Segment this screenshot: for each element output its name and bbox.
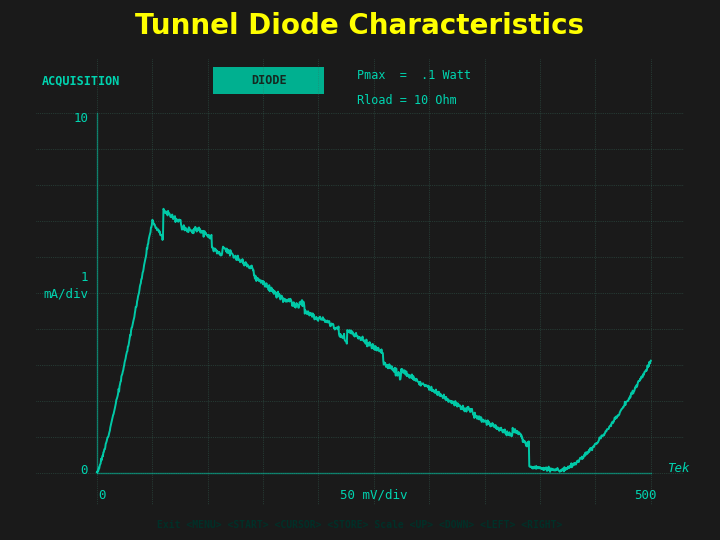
Text: Exit <MENU> <START> <CURSOR> <STORE> Scale <UP> <DOWN> <LEFT> <RIGHT>: Exit <MENU> <START> <CURSOR> <STORE> Sca…: [157, 520, 563, 530]
Text: DIODE: DIODE: [251, 73, 287, 86]
Text: 10: 10: [73, 112, 88, 125]
Text: 500: 500: [634, 489, 657, 502]
Text: Pmax  =  .1 Watt: Pmax = .1 Watt: [357, 69, 471, 82]
FancyBboxPatch shape: [213, 66, 324, 93]
Text: 0: 0: [81, 464, 88, 477]
Text: Tunnel Diode Characteristics: Tunnel Diode Characteristics: [135, 12, 585, 39]
Text: Rload = 10 Ohm: Rload = 10 Ohm: [357, 94, 457, 107]
Text: Tek: Tek: [667, 462, 690, 476]
Text: ACQUISITION: ACQUISITION: [42, 75, 120, 87]
Text: 1
mA/div: 1 mA/div: [43, 271, 88, 300]
Text: 50 mV/div: 50 mV/div: [340, 489, 408, 502]
Text: 0: 0: [99, 489, 107, 502]
